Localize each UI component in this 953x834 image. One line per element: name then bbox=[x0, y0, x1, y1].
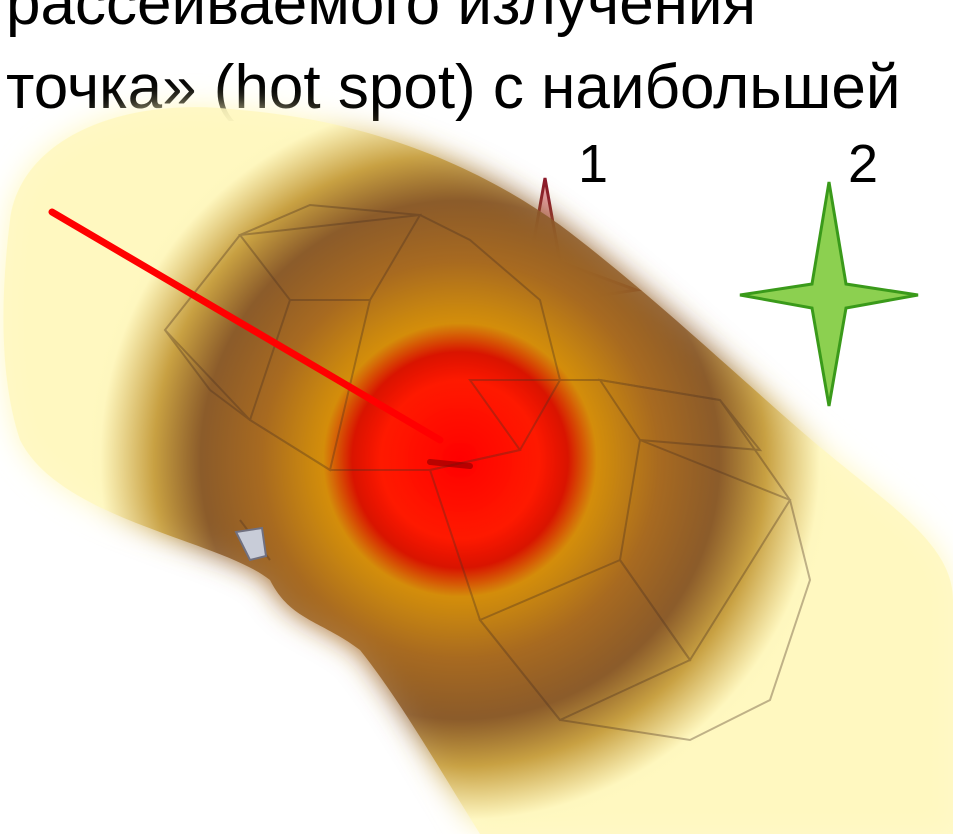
star-2-icon bbox=[739, 181, 919, 407]
cage-fragment bbox=[234, 526, 268, 562]
heading-line-1: рассеиваемого излучения bbox=[6, 0, 756, 38]
label-1: 1 bbox=[578, 134, 608, 194]
heading-line-2: точка» (hot spot) с наибольшей bbox=[6, 53, 900, 122]
hot-spot-heatmap bbox=[3, 107, 953, 834]
label-2: 2 bbox=[848, 134, 878, 194]
arrow-line-icon bbox=[48, 208, 473, 469]
